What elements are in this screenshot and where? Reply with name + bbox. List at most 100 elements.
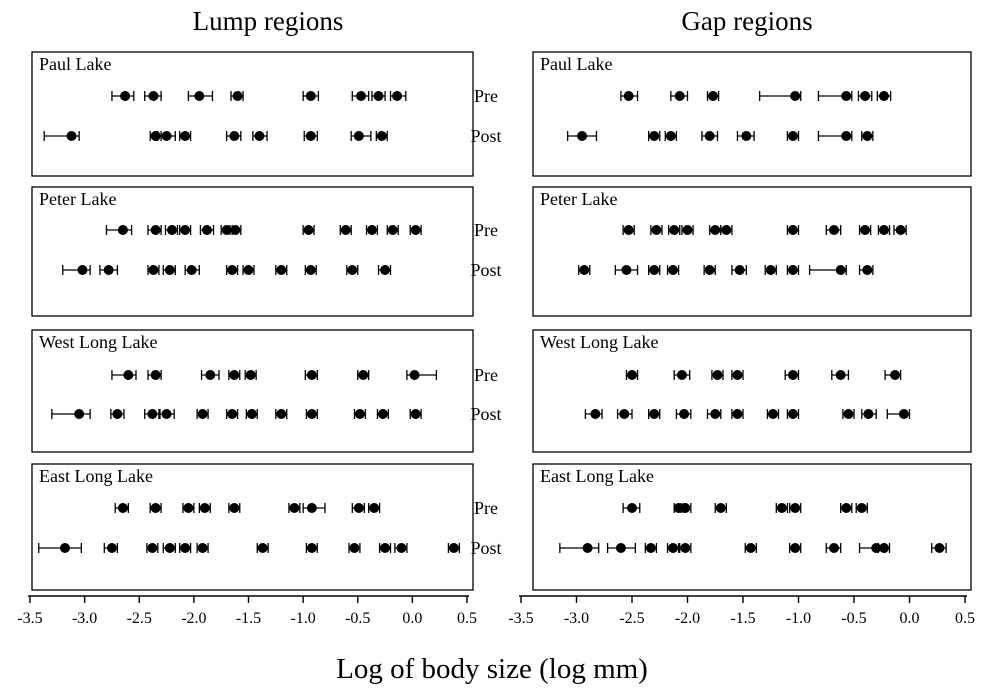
post-point	[668, 265, 679, 275]
panel-frame	[31, 186, 474, 317]
pre-point	[787, 225, 798, 235]
post-point	[862, 265, 873, 275]
post-point	[77, 265, 88, 275]
post-point	[790, 543, 801, 553]
post-point	[305, 131, 316, 141]
pre-point	[710, 225, 721, 235]
lump-regions-title: Lump regions	[193, 6, 344, 36]
pre-point	[387, 225, 398, 235]
panel-title: West Long Lake	[39, 332, 158, 352]
post-point	[380, 543, 391, 553]
post-point	[787, 409, 798, 419]
pre-point	[410, 225, 421, 235]
x-tick-label: -1.5	[236, 610, 261, 627]
post-point	[448, 543, 459, 553]
pre-point	[790, 503, 801, 513]
post-point	[787, 131, 798, 141]
pre-point	[835, 370, 846, 380]
post-point	[197, 409, 208, 419]
pre-point	[150, 503, 161, 513]
x-tick-label: -1.0	[290, 610, 315, 627]
pre-point	[148, 91, 159, 101]
pre-point	[358, 370, 369, 380]
pre-point	[303, 225, 314, 235]
post-point	[376, 131, 387, 141]
post-point	[765, 265, 776, 275]
post-point	[619, 409, 630, 419]
pre-point	[829, 225, 840, 235]
pre-point	[117, 503, 128, 513]
pre-point	[669, 225, 680, 235]
lump-panel-paul-lake: Paul Lake	[31, 51, 474, 177]
pre-point	[878, 225, 889, 235]
x-tick-label: 0.0	[402, 610, 422, 627]
pre-point	[221, 225, 232, 235]
x-tick-label: -1.0	[786, 610, 811, 627]
post-point	[246, 409, 257, 419]
post-point	[649, 265, 660, 275]
pre-point	[150, 370, 161, 380]
x-tick-label: 0.5	[457, 610, 477, 627]
post-point	[161, 131, 172, 141]
x-tick-label: 0.5	[955, 610, 975, 627]
post-point	[679, 409, 690, 419]
post-point	[745, 543, 756, 553]
panel-frame	[532, 463, 972, 591]
lump-panel-peter-lake: Peter Lake	[31, 186, 474, 317]
post-point	[161, 409, 172, 419]
post-point	[732, 409, 743, 419]
post-point	[354, 409, 365, 419]
post-point	[835, 265, 846, 275]
pre-point	[373, 91, 384, 101]
x-tick-label: 0.0	[900, 610, 920, 627]
pre-point	[180, 225, 191, 235]
x-tick-label: -3.5	[17, 610, 42, 627]
panel-title: West Long Lake	[540, 332, 659, 352]
pre-point	[627, 503, 637, 513]
pre-point	[721, 225, 732, 235]
post-point	[645, 543, 656, 553]
pre-point	[732, 370, 743, 380]
pre-point	[682, 225, 693, 235]
post-point	[577, 131, 588, 141]
pre-point	[245, 370, 256, 380]
post-point	[74, 409, 85, 419]
post-point	[164, 543, 175, 553]
post-point	[349, 543, 360, 553]
pre-point	[366, 225, 377, 235]
x-tick-label: -0.5	[345, 610, 370, 627]
x-axis-title: Log of body size (log mm)	[336, 653, 648, 685]
post-point	[227, 265, 238, 275]
pre-point	[409, 370, 420, 380]
pre-point	[229, 503, 240, 513]
post-point	[680, 543, 691, 553]
lump-x-axis: -3.5 -3.0 -2.5 -2.0 -1.5 -1.0 -0.5 0.0 0.5	[17, 595, 477, 627]
x-tick-label: -2.5	[127, 610, 152, 627]
pre-point	[356, 91, 367, 101]
post-point	[197, 543, 208, 553]
pre-point	[289, 503, 300, 513]
pre-point	[676, 370, 687, 380]
post-point	[665, 131, 676, 141]
x-tick-label: -3.5	[508, 610, 533, 627]
post-row-label: Post	[470, 126, 501, 146]
post-row-label: Post	[470, 260, 501, 280]
post-point	[396, 543, 407, 553]
post-point	[829, 543, 840, 553]
post-point	[621, 265, 632, 275]
pre-point	[123, 370, 134, 380]
post-point	[147, 409, 158, 419]
x-tick-label: -2.0	[675, 610, 700, 627]
post-point	[898, 409, 909, 419]
pre-point	[787, 370, 798, 380]
panel-title: East Long Lake	[39, 466, 153, 486]
pre-point	[860, 91, 871, 101]
pre-point	[120, 91, 131, 101]
pre-point	[841, 503, 852, 513]
panel-frame	[532, 51, 972, 177]
pre-point	[229, 370, 240, 380]
post-point	[615, 543, 626, 553]
post-point	[582, 543, 593, 553]
post-point	[59, 543, 70, 553]
pre-row-label: Pre	[474, 498, 498, 518]
